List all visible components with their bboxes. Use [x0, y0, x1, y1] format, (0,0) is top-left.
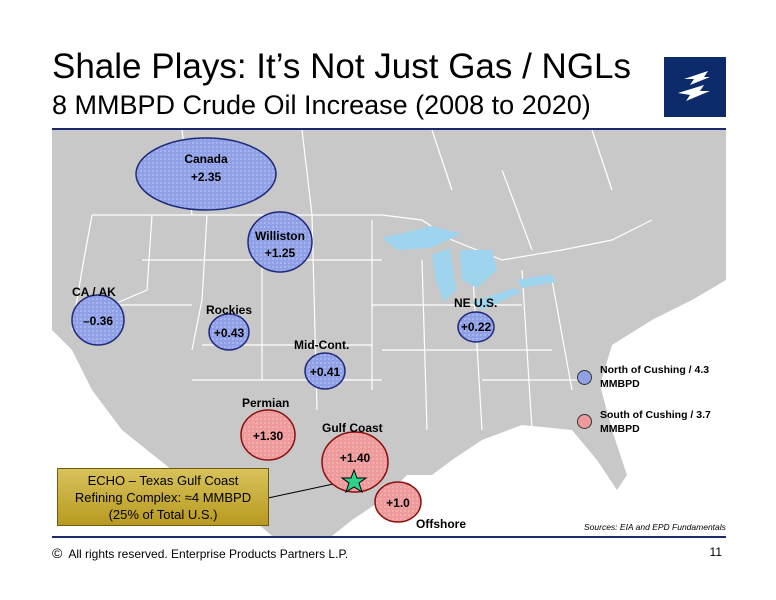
mid-cont-ellipse — [304, 352, 346, 390]
sources-note: Sources: EIA and EPD Fundamentals — [584, 522, 726, 532]
williston-value: +1.25 — [264, 246, 296, 260]
offshore-value: +1.0 — [386, 496, 410, 510]
permian-label: Permian — [242, 396, 290, 410]
header-rule — [52, 128, 726, 130]
rockies-value: +0.43 — [213, 326, 245, 340]
callout-line-3: (25% of Total U.S.) — [108, 507, 218, 522]
legend-north-label: North of Cushing / 4.3 MMBPD — [600, 364, 710, 390]
footer-copyright: © All rights reserved. Enterprise Product… — [52, 545, 348, 561]
rockies-ellipse — [208, 313, 250, 351]
rockies-label: Rockies — [206, 303, 253, 317]
page-number: 11 — [709, 545, 722, 559]
map-base — [52, 130, 726, 536]
company-logo-icon — [664, 57, 726, 117]
mid-cont-label: Mid-Cont. — [294, 338, 350, 352]
ne-us-label: NE U.S. — [454, 296, 498, 310]
copyright-symbol: © — [52, 545, 63, 561]
ca-ak-value: –0.36 — [82, 314, 114, 328]
land-mass — [52, 130, 726, 536]
canada-ellipse — [135, 137, 277, 211]
canada-label: Canada — [184, 152, 228, 166]
gulf-coast-value: +1.40 — [339, 451, 371, 465]
echo-callout-box: ECHO – Texas Gulf Coast Refining Complex… — [57, 468, 269, 526]
footer-rule — [52, 536, 726, 538]
great-lakes — [382, 226, 556, 310]
ne-us-value: +0.22 — [460, 320, 492, 334]
williston-label: Williston — [255, 229, 305, 243]
gulf-coast-ellipse — [321, 431, 389, 493]
echo-star-icon — [340, 468, 368, 494]
legend-north-swatch — [577, 370, 592, 385]
legend-south-label: South of Cushing / 3.7 MMBPD — [600, 409, 711, 435]
ca-ak-label: CA / AK — [72, 285, 116, 299]
williston-ellipse — [247, 211, 313, 273]
page-subtitle: 8 MMBPD Crude Oil Increase (2008 to 2020… — [52, 90, 591, 120]
copyright-text: All rights reserved. Enterprise Products… — [68, 547, 349, 561]
canada-value: +2.35 — [190, 170, 222, 184]
ne-us-ellipse — [457, 311, 495, 343]
mid-cont-value: +0.41 — [309, 365, 341, 379]
gulf-coast-label: Gulf Coast — [322, 421, 383, 435]
north-america-map: Canada +2.35 Williston +1.25 CA / AK –0.… — [52, 130, 726, 536]
legend-south-swatch — [577, 414, 592, 429]
page-title: Shale Plays: It’s Not Just Gas / NGLs — [52, 47, 632, 86]
offshore-label: Offshore — [416, 517, 467, 531]
callout-line-1: ECHO – Texas Gulf Coast — [87, 473, 239, 488]
offshore-ellipse — [374, 481, 422, 523]
permian-ellipse — [240, 409, 296, 461]
callout-line-2: Refining Complex: ≈4 MMBPD — [74, 490, 252, 505]
ca-ak-ellipse — [71, 294, 125, 346]
permian-value: +1.30 — [252, 429, 284, 443]
